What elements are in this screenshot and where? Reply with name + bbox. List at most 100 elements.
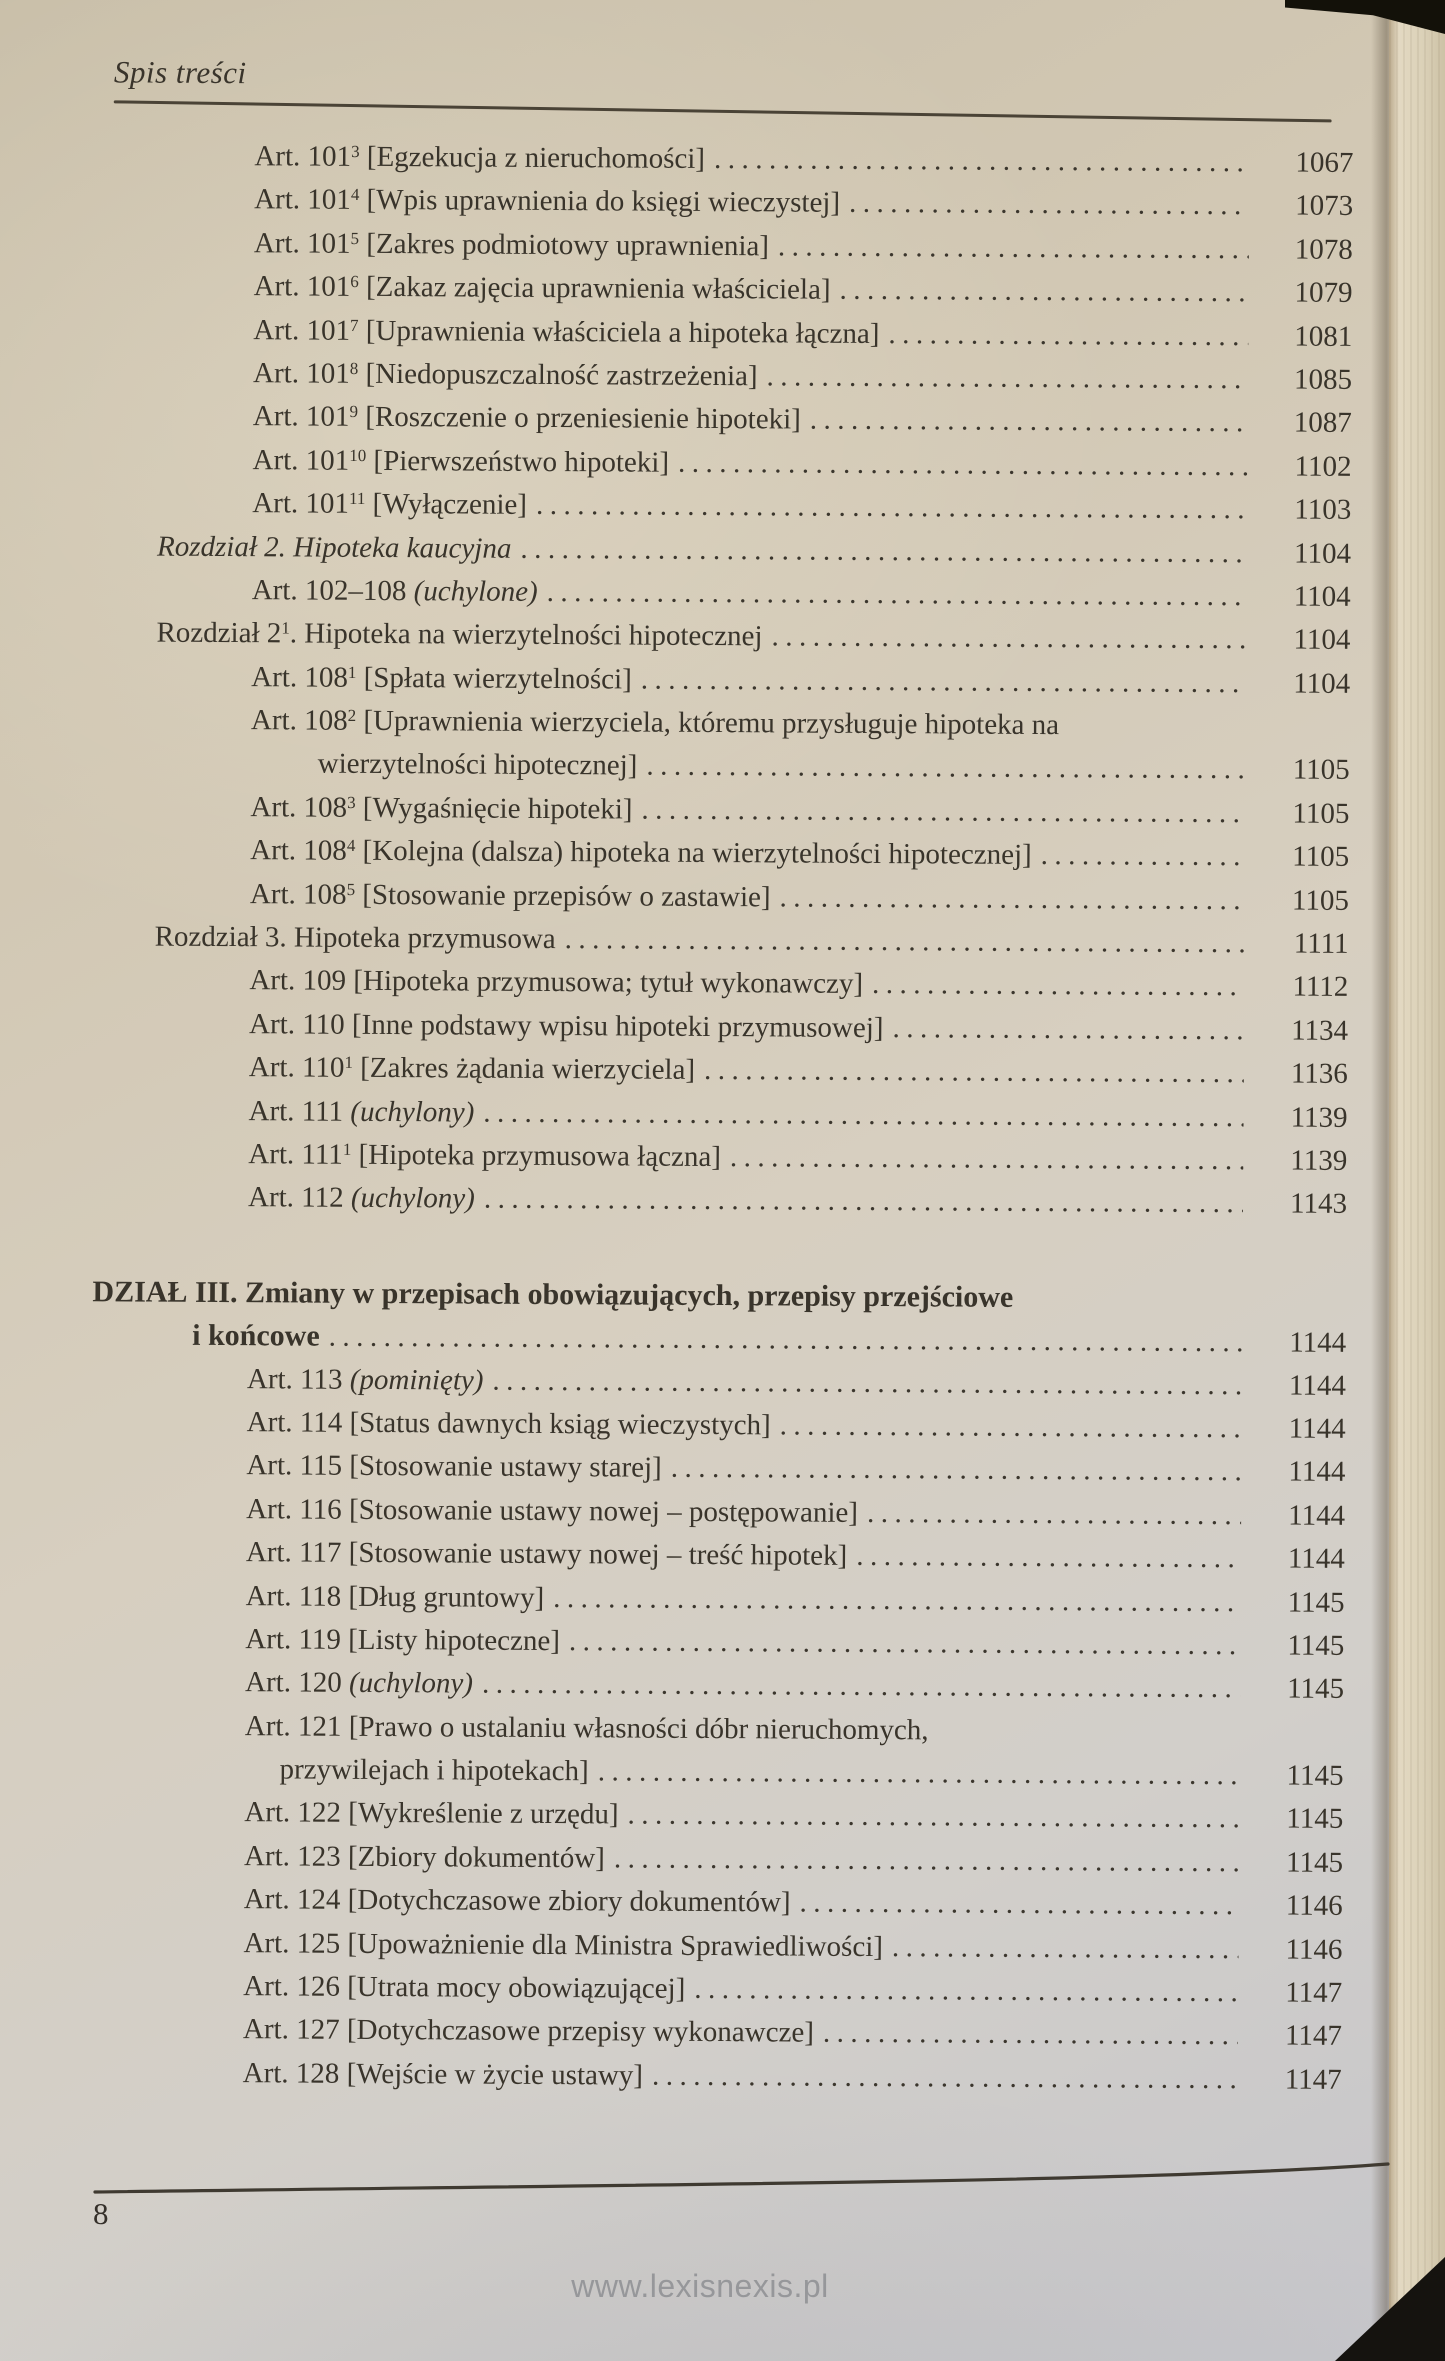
dot-leader: [536, 489, 1247, 526]
entry-title: (uchylony): [350, 1095, 475, 1129]
dot-leader: [888, 318, 1248, 353]
entry-text: Art. 1111 [Hipoteka przymusowa łączna]: [248, 1138, 721, 1174]
toc-row: Art. 1111 [Hipoteka przymusowa łączna]11…: [93, 1137, 1347, 1188]
dot-leader: [799, 1887, 1238, 1923]
page-number: 1144: [1288, 1412, 1346, 1445]
toc-row: Art. 128 [Wejście w życie ustawy] 1147: [88, 2056, 1342, 2107]
dot-leader: [694, 1973, 1238, 2009]
page-number: 1104: [1293, 580, 1351, 613]
article-label: Art. 123: [243, 1840, 341, 1873]
toc-row: Art. 1018 [Niedopuszczalność zastrzeżeni…: [98, 356, 1352, 407]
header-rule: [113, 100, 1332, 123]
entry-title: [Stosowanie ustawy starej]: [349, 1450, 662, 1485]
article-superscript: 3: [351, 141, 360, 162]
page-content: Spis treści Art. 1013 [Egzekucja z nieru…: [0, 0, 1360, 2107]
entry-title: wierzytelności hipotecznej]: [317, 748, 638, 783]
toc-row: Art. 122 [Wykreślenie z urzędu] 1145: [89, 1796, 1343, 1847]
table-of-contents: Art. 1013 [Egzekucja z nieruchomości]106…: [88, 139, 1354, 2107]
entry-text: i końcowe: [192, 1319, 320, 1354]
entry-title: (uchylony): [350, 1182, 475, 1215]
toc-row: Art. 124 [Dotychczasowe zbiory dokumentó…: [89, 1882, 1343, 1933]
entry-title: [Hipoteka przymusowa łączna]: [358, 1138, 722, 1174]
article-label: Art. 112: [247, 1181, 344, 1215]
dot-leader: [1041, 839, 1246, 873]
entry-text: Rozdział 2. Hipoteka kaucyjna: [157, 530, 512, 565]
page-number: 1144: [1288, 1455, 1346, 1489]
entry-text: Art. 119 [Listy hipoteczne]: [245, 1623, 560, 1658]
dot-leader: [652, 2059, 1238, 2096]
page-number: 1105: [1291, 884, 1349, 917]
article-label: Art. 122: [244, 1796, 342, 1830]
entry-text: Art. 1015 [Zakres podmiotowy uprawnienia…: [254, 227, 769, 263]
entry-text: Art. 117 [Stosowanie ustawy nowej – treś…: [246, 1536, 848, 1573]
entry-title: [Wyłączenie]: [372, 488, 528, 521]
dot-leader: [671, 1452, 1242, 1488]
toc-row: Art. 111 (uchylony) 1139: [93, 1094, 1347, 1145]
toc-row: Art. 119 [Listy hipoteczne] 1145: [90, 1622, 1344, 1673]
entry-title: [Dotychczasowe przepisy wykonawcze]: [346, 2014, 815, 2050]
entry-text: Art. 111 (uchylony): [248, 1095, 474, 1129]
dot-leader: [810, 404, 1248, 440]
article-superscript: 9: [349, 402, 359, 422]
entry-title: [Hipoteka przymusowa; tytuł wykonawczy]: [353, 965, 864, 1001]
article-label: Art. 108: [251, 660, 349, 694]
toc-row: wierzytelności hipotecznej] 1105: [96, 747, 1350, 798]
dot-leader: [766, 360, 1248, 396]
article-superscript: 10: [349, 445, 367, 465]
dot-leader: [778, 230, 1249, 266]
entry-text: wierzytelności hipotecznej]: [318, 748, 638, 783]
dot-leader: [856, 1540, 1241, 1575]
dot-leader: [849, 187, 1249, 222]
toc-row: Art. 1101 [Zakres żądania wierzyciela]11…: [94, 1050, 1348, 1101]
toc-row: Art. 1016 [Zakaz zajęcia uprawnienia wła…: [98, 269, 1353, 320]
entry-text: Art. 10110 [Pierwszeństwo hipoteki]: [252, 444, 669, 480]
entry-text: DZIAŁ III. Zmiany w przepisach obowiązuj…: [92, 1275, 1013, 1315]
entry-text: Art. 112 (uchylony): [248, 1182, 475, 1216]
entry-text: Art. 116 [Stosowanie ustawy nowej – post…: [246, 1493, 858, 1530]
entry-title: Hipoteka kaucyjna: [293, 530, 512, 565]
page-number: 1145: [1285, 1846, 1344, 1879]
toc-row: Art. 123 [Zbiory dokumentów] 1145: [89, 1839, 1343, 1890]
entry-text: Art. 123 [Zbiory dokumentów]: [244, 1840, 605, 1875]
entry-text: Rozdział 3. Hipoteka przymusowa: [155, 921, 556, 956]
entry-text: Art. 121 [Prawo o ustalaniu własności dó…: [245, 1710, 929, 1747]
page-number: 1145: [1286, 1759, 1344, 1792]
page-number: 1104: [1293, 537, 1352, 570]
dot-leader: [641, 793, 1245, 830]
toc-row: Art. 126 [Utrata mocy obowiązującej] 1147: [88, 1969, 1342, 2020]
toc-row: Art. 1082 [Uprawnienia wierzyciela, któr…: [96, 703, 1350, 754]
article-superscript: 4: [350, 185, 360, 205]
toc-row: Rozdział 21. Hipoteka na wierzytelności …: [96, 617, 1350, 668]
entry-text: Art. 1014 [Wpis uprawnienia do księgi wi…: [254, 184, 840, 221]
article-superscript: 5: [350, 228, 360, 248]
article-label: Art. 110: [248, 1051, 345, 1084]
publisher-watermark: www.lexisnexis.pl: [571, 2268, 829, 2304]
toc-row: Art. 10110 [Pierwszeństwo hipoteki] 1102: [97, 443, 1351, 494]
page-number: 1105: [1292, 754, 1350, 787]
article-label: Art. 111: [248, 1138, 343, 1171]
page-number: 1147: [1285, 1976, 1343, 2009]
entry-title: przywilejach i hipotekach]: [279, 1753, 589, 1788]
toc-row: Art. 115 [Stosowanie ustawy starej] 1144: [91, 1449, 1345, 1500]
toc-row: Art. 109 [Hipoteka przymusowa; tytuł wyk…: [94, 964, 1348, 1015]
entry-text: Art. 124 [Dotychczasowe zbiory dokumentó…: [244, 1883, 791, 1919]
entry-title: [Kolejna (dalsza) hipoteka na wierzyteln…: [362, 835, 1032, 872]
article-label: Art. 102–108: [251, 574, 407, 608]
entry-title: [Wejście w życie ustawy]: [346, 2057, 644, 2092]
dot-leader: [730, 1141, 1244, 1177]
article-label: Art. 121: [244, 1709, 342, 1743]
article-label: Art. 125: [243, 1926, 341, 1960]
toc-row: DZIAŁ III. Zmiany w przepisach obowiązuj…: [92, 1275, 1346, 1326]
article-label: Art. 117: [245, 1536, 342, 1569]
article-label: Art. 113: [246, 1362, 343, 1396]
article-superscript: 1: [342, 1139, 352, 1159]
dot-leader: [771, 621, 1246, 657]
article-label: Art. 110: [249, 1007, 345, 1041]
article-label: Art. 119: [245, 1623, 342, 1656]
page-number: 1146: [1285, 1933, 1343, 1966]
dot-leader: [678, 447, 1248, 483]
toc-row: Art. 127 [Dotychczasowe przepisy wykonaw…: [88, 2013, 1342, 2064]
article-superscript: 1: [347, 662, 357, 682]
entry-text: Art. 1017 [Uprawnienia właściciela a hip…: [253, 314, 879, 351]
entry-title: Hipoteka na wierzytelności hipotecznej: [304, 617, 763, 653]
